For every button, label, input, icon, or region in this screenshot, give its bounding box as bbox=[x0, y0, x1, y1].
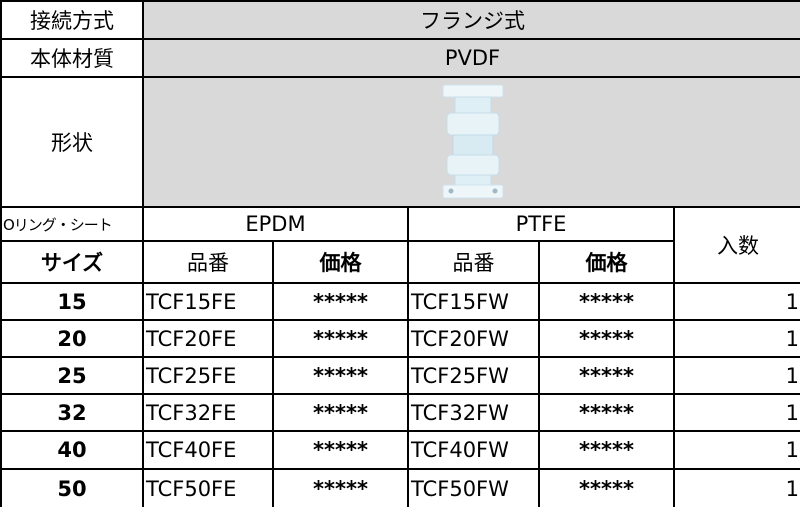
data-row: 15 TCF15FE ***** TCF15FW ***** 1 bbox=[0, 282, 800, 321]
product-image bbox=[442, 84, 503, 199]
size-header: サイズ bbox=[0, 240, 144, 284]
quantity: 1 bbox=[672, 468, 800, 507]
price: ***** bbox=[538, 319, 675, 358]
part-no: TCF40FW bbox=[407, 430, 540, 470]
data-row: 20 TCF20FE ***** TCF20FW ***** 1 bbox=[0, 319, 800, 358]
price: ***** bbox=[272, 468, 409, 507]
spec-label: 接続方式 bbox=[0, 0, 144, 40]
price: ***** bbox=[538, 356, 675, 395]
price: ***** bbox=[272, 356, 409, 395]
material-header: PTFE bbox=[407, 206, 675, 242]
size: 20 bbox=[0, 319, 144, 358]
spec-value: PVDF bbox=[141, 38, 800, 78]
quantity-header: 入数 bbox=[672, 206, 800, 284]
price: ***** bbox=[538, 430, 675, 470]
price: ***** bbox=[538, 282, 675, 321]
size: 25 bbox=[0, 356, 144, 395]
part-no: TCF20FE bbox=[142, 319, 274, 358]
price-header: 価格 bbox=[272, 240, 409, 284]
data-row: 50 TCF50FE ***** TCF50FW ***** 1 bbox=[0, 468, 800, 507]
material-header: EPDM bbox=[142, 206, 409, 242]
price: ***** bbox=[272, 430, 409, 470]
data-row: 32 TCF32FE ***** TCF32FW ***** 1 bbox=[0, 393, 800, 432]
part-no: TCF15FE bbox=[142, 282, 274, 321]
spec-label: 本体材質 bbox=[0, 38, 144, 78]
price: ***** bbox=[272, 319, 409, 358]
quantity: 1 bbox=[672, 282, 800, 321]
size: 50 bbox=[0, 468, 144, 507]
data-rows: 15 TCF15FE ***** TCF15FW ***** 1 20 TCF20FE ****… bbox=[0, 282, 800, 507]
quantity: 1 bbox=[672, 319, 800, 358]
size: 40 bbox=[0, 430, 144, 470]
data-row: 40 TCF40FE ***** TCF40FW ***** 1 bbox=[0, 430, 800, 470]
quantity: 1 bbox=[672, 393, 800, 432]
part-no: TCF15FW bbox=[407, 282, 540, 321]
product-image-cell bbox=[141, 76, 800, 208]
part-no: TCF40FE bbox=[142, 430, 274, 470]
spec-label: 形状 bbox=[0, 76, 144, 208]
part-no-header: 品番 bbox=[407, 240, 540, 284]
price: ***** bbox=[538, 468, 675, 507]
price: ***** bbox=[272, 393, 409, 432]
quantity: 1 bbox=[672, 430, 800, 470]
quantity: 1 bbox=[672, 356, 800, 395]
price: ***** bbox=[538, 393, 675, 432]
part-no: TCF32FW bbox=[407, 393, 540, 432]
price: ***** bbox=[272, 282, 409, 321]
oring-label: Oリング・シート bbox=[0, 206, 144, 242]
part-no: TCF25FE bbox=[142, 356, 274, 395]
part-no: TCF50FW bbox=[407, 468, 540, 507]
part-no: TCF32FE bbox=[142, 393, 274, 432]
part-no: TCF20FW bbox=[407, 319, 540, 358]
price-header: 価格 bbox=[538, 240, 675, 284]
part-no: TCF25FW bbox=[407, 356, 540, 395]
size: 15 bbox=[0, 282, 144, 321]
part-no: TCF50FE bbox=[142, 468, 274, 507]
part-no-header: 品番 bbox=[142, 240, 274, 284]
spec-value: フランジ式 bbox=[141, 0, 800, 40]
data-row: 25 TCF25FE ***** TCF25FW ***** 1 bbox=[0, 356, 800, 395]
size: 32 bbox=[0, 393, 144, 432]
